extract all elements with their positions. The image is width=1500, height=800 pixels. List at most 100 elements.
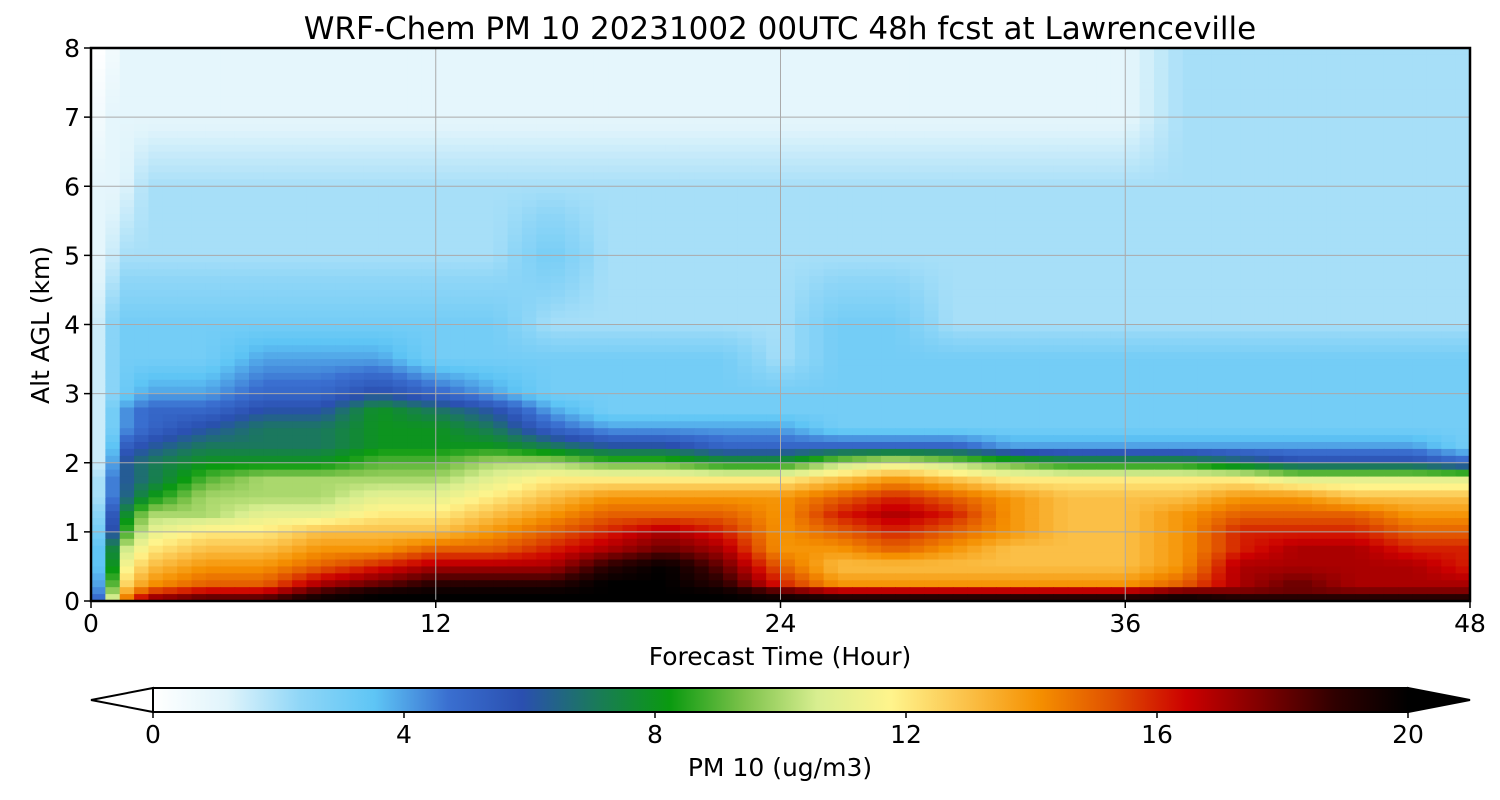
heatmap-cell (249, 303, 264, 312)
heatmap-cell (349, 331, 365, 339)
heatmap-cell (177, 75, 193, 84)
heatmap-cell (162, 331, 178, 339)
heatmap-cell (1268, 317, 1284, 326)
heatmap-cell (1053, 179, 1069, 187)
heatmap-cell (593, 96, 609, 104)
heatmap-cell (780, 103, 796, 111)
heatmap-cell (1110, 96, 1126, 104)
heatmap-cell (205, 165, 221, 174)
heatmap-cell (1455, 400, 1471, 409)
heatmap-cell (177, 179, 193, 187)
heatmap-cell (105, 130, 121, 139)
heatmap-cell (1441, 96, 1457, 104)
heatmap-cell (306, 144, 322, 153)
heatmap-cell (105, 352, 121, 360)
heatmap-cell (464, 172, 480, 180)
heatmap-cell (1441, 269, 1457, 277)
heatmap-cell (651, 193, 667, 201)
heatmap-cell (493, 110, 509, 118)
heatmap-cell (766, 200, 782, 208)
heatmap-cell (177, 303, 193, 312)
heatmap-cell (866, 393, 882, 402)
heatmap-cell (1455, 310, 1471, 319)
heatmap-cell (450, 206, 466, 215)
heatmap-cell (1441, 324, 1457, 333)
heatmap-cell (1398, 206, 1414, 215)
heatmap-cell (1110, 151, 1126, 160)
heatmap-cell (234, 359, 250, 367)
heatmap-cell (579, 137, 595, 146)
heatmap-cell (1139, 137, 1155, 146)
heatmap-cell (866, 68, 882, 77)
heatmap-cell (191, 213, 207, 222)
heatmap-cell (1010, 283, 1026, 291)
heatmap-cell (1110, 310, 1126, 319)
heatmap-cell (938, 365, 954, 374)
heatmap-cell (521, 345, 537, 353)
heatmap-cell (1125, 68, 1141, 77)
heatmap-cell (852, 386, 868, 395)
heatmap-cell (234, 324, 250, 333)
heatmap-cell (1326, 296, 1342, 305)
heatmap-cell (1326, 82, 1342, 91)
heatmap-cell (493, 82, 509, 91)
heatmap-cell (450, 89, 466, 97)
heatmap-cell (177, 317, 193, 326)
heatmap-cell (1168, 386, 1184, 395)
heatmap-cell (363, 317, 379, 326)
heatmap-cell (1010, 227, 1026, 236)
heatmap-cell (1340, 68, 1356, 77)
heatmap-cell (435, 269, 451, 277)
heatmap-cell (1039, 165, 1055, 174)
heatmap-cell (823, 331, 839, 339)
heatmap-cell (1211, 283, 1227, 291)
heatmap-cell (536, 365, 552, 374)
heatmap-cell (234, 158, 250, 167)
heatmap-cell (1053, 200, 1069, 208)
heatmap-cell (1240, 220, 1256, 229)
heatmap-cell (1153, 179, 1169, 187)
heatmap-cell (1441, 352, 1457, 360)
heatmap-cell (1326, 110, 1342, 118)
heatmap-cell (1412, 289, 1428, 298)
heatmap-cell (363, 379, 379, 388)
heatmap-cell (780, 117, 796, 125)
heatmap-cell (679, 289, 695, 298)
heatmap-cell (306, 110, 322, 118)
heatmap-cell (292, 255, 308, 263)
heatmap-cell (1082, 124, 1098, 132)
heatmap-cell (665, 331, 681, 339)
heatmap-cell (593, 130, 609, 139)
heatmap-cell (852, 248, 868, 256)
heatmap-cell (1082, 393, 1098, 402)
heatmap-cell (766, 89, 782, 97)
heatmap-cell (363, 338, 379, 346)
heatmap-cell (249, 137, 264, 146)
heatmap-cell (335, 61, 351, 70)
heatmap-cell (1082, 269, 1098, 277)
heatmap-cell (536, 310, 552, 319)
heatmap-cell (1125, 400, 1141, 409)
heatmap-cell (249, 193, 264, 201)
heatmap-cell (148, 165, 164, 174)
heatmap-cell (507, 296, 523, 305)
heatmap-cell (306, 186, 322, 194)
heatmap-cell (751, 89, 767, 97)
heatmap-cell (1441, 68, 1457, 77)
heatmap-cell (320, 296, 336, 305)
heatmap-cell (1455, 158, 1471, 167)
heatmap-cell (1311, 110, 1327, 118)
heatmap-cell (277, 179, 293, 187)
heatmap-cell (651, 82, 667, 91)
heatmap-cell (550, 96, 566, 104)
heatmap-cell (694, 338, 710, 346)
heatmap-cell (91, 186, 106, 194)
heatmap-cell (134, 331, 150, 339)
heatmap-cell (866, 130, 882, 139)
heatmap-cell (435, 82, 451, 91)
heatmap-cell (967, 345, 983, 353)
heatmap-cell (1240, 365, 1256, 374)
heatmap-cell (579, 82, 595, 91)
heatmap-cell (1268, 338, 1284, 346)
heatmap-cell (1455, 379, 1471, 388)
